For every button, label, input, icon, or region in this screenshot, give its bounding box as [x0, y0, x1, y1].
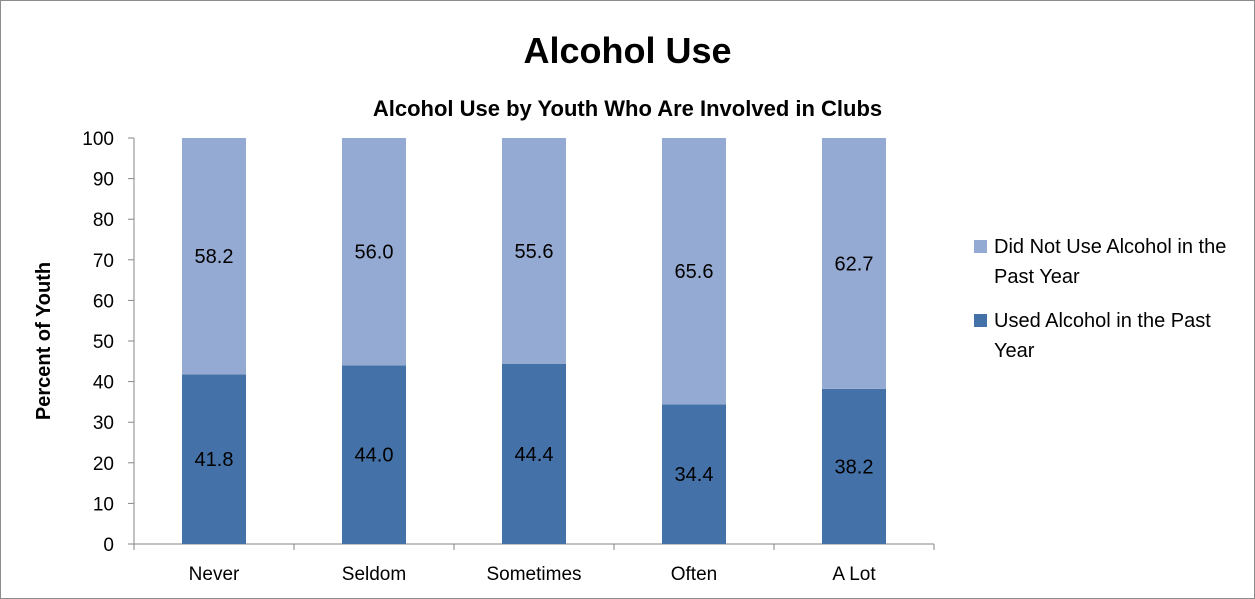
chart-legend: Did Not Use Alcohol in the Past Year Use… [974, 232, 1244, 380]
bar-used-seldom [342, 365, 406, 544]
data-label-used: 41.8 [195, 449, 234, 471]
bar-used-sometimes [502, 363, 566, 544]
data-label-used: 38.2 [835, 456, 874, 478]
x-tick-label: Often [671, 564, 717, 585]
bar-did-not-use-sometimes [502, 138, 566, 364]
data-label-did-not-use: 65.6 [675, 261, 714, 283]
y-axis-label: Percent of Youth [33, 262, 55, 420]
y-tick-label: 10 [93, 494, 114, 515]
data-label-did-not-use: 62.7 [835, 253, 874, 275]
legend-item-did-not-use: Did Not Use Alcohol in the Past Year [974, 232, 1244, 292]
y-tick-label: 20 [93, 454, 114, 475]
bar-did-not-use-a-lot [822, 138, 886, 389]
bar-used-never [182, 374, 246, 544]
y-tick-label: 50 [93, 332, 114, 353]
legend-swatch-used [974, 314, 987, 327]
y-tick-label: 0 [103, 535, 114, 556]
x-tick-label: A Lot [832, 564, 876, 585]
data-label-used: 44.4 [515, 444, 554, 466]
y-tick-label: 80 [93, 210, 114, 231]
x-tick-label: Sometimes [486, 564, 581, 585]
chart-title: Alcohol Use [523, 30, 732, 71]
y-tick-label: 60 [93, 291, 114, 312]
bar-did-not-use-never [182, 138, 246, 375]
data-label-used: 34.4 [675, 464, 714, 486]
bar-used-often [662, 404, 726, 544]
legend-item-used: Used Alcohol in the Past Year [974, 306, 1244, 366]
legend-label-used: Used Alcohol in the Past Year [994, 310, 1211, 362]
legend-label-did-not-use: Did Not Use Alcohol in the Past Year [994, 236, 1227, 288]
data-label-did-not-use: 58.2 [195, 246, 234, 268]
y-tick-label: 40 [93, 373, 114, 394]
y-tick-label: 100 [82, 129, 114, 150]
chart-subtitle: Alcohol Use by Youth Who Are Involved in… [372, 96, 883, 121]
x-tick-label: Seldom [342, 564, 406, 585]
bar-did-not-use-often [662, 138, 726, 405]
data-label-used: 44.0 [355, 445, 394, 467]
legend-swatch-did-not-use [974, 240, 987, 253]
data-label-did-not-use: 56.0 [355, 242, 394, 264]
y-tick-label: 30 [93, 413, 114, 434]
bar-used-a-lot [822, 388, 886, 544]
data-label-did-not-use: 55.6 [515, 241, 554, 263]
y-tick-label: 90 [93, 170, 114, 191]
bar-did-not-use-seldom [342, 138, 406, 366]
y-tick-label: 70 [93, 251, 114, 272]
x-tick-label: Never [189, 564, 240, 585]
